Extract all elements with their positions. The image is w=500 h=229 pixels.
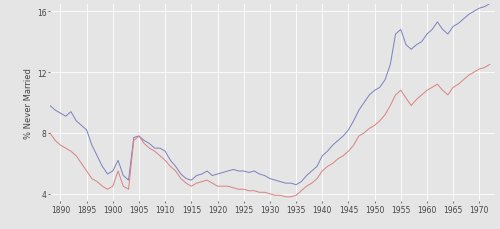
- Y-axis label: % Never Married: % Never Married: [24, 68, 32, 138]
